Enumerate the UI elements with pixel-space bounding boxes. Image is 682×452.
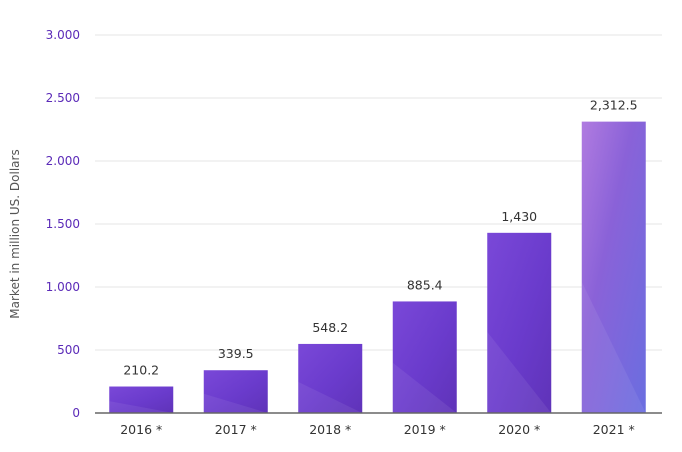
y-axis-title: Market in million US. Dollars: [8, 149, 22, 318]
bar: [203, 370, 268, 413]
x-tick-label: 2017 *: [215, 422, 257, 437]
x-tick-label: 2019 *: [404, 422, 446, 437]
y-tick-label: 3.000: [46, 28, 80, 42]
bar-facet: [487, 331, 552, 413]
y-tick-label: 1.500: [46, 217, 80, 231]
bar-value-label: 548.2: [312, 320, 348, 335]
bar-value-label: 210.2: [123, 363, 159, 378]
bar-group: [392, 301, 457, 413]
bar-value-label: 1,430: [501, 209, 537, 224]
x-axis-ticks: 2016 * 2017 * 2018 * 2019 * 2020 * 2021 *: [120, 422, 635, 437]
bar-value-label: 885.4: [407, 277, 443, 292]
bar-facet: [392, 362, 457, 413]
bar: [392, 301, 457, 413]
gridlines: [95, 34, 662, 351]
x-tick-label: 2020 *: [498, 422, 540, 437]
x-tick-label: 2016 *: [120, 422, 162, 437]
y-tick-label: 500: [57, 343, 80, 357]
bar-facet: [298, 381, 363, 413]
bar: [487, 232, 552, 413]
x-tick-label: 2018 *: [309, 422, 351, 437]
bar: [109, 386, 174, 413]
bar-facet: [203, 393, 268, 413]
bar-group: [203, 370, 268, 413]
bar-group: [581, 121, 646, 413]
bar-group: [298, 343, 363, 413]
x-tick-label: 2021 *: [593, 422, 635, 437]
y-tick-label: 1.000: [46, 280, 80, 294]
y-axis-ticks: 0 500 1.000 1.500 2.000 2.500 3.000: [46, 28, 80, 420]
bar-value-label: 2,312.5: [590, 98, 638, 113]
y-tick-label: 0: [72, 406, 80, 420]
bar-facet: [109, 401, 174, 413]
bar-value-label: 339.5: [218, 346, 254, 361]
bar: [581, 121, 646, 413]
bar: [298, 343, 363, 413]
bar-facet: [581, 281, 646, 413]
y-tick-label: 2.000: [46, 154, 80, 168]
data-labels: 210.2 339.5 548.2 885.4 1,430 2,312.5: [123, 98, 637, 378]
bar-group: [487, 232, 552, 413]
bar-group: [109, 386, 174, 413]
bars: [109, 121, 646, 413]
y-tick-label: 2.500: [46, 91, 80, 105]
